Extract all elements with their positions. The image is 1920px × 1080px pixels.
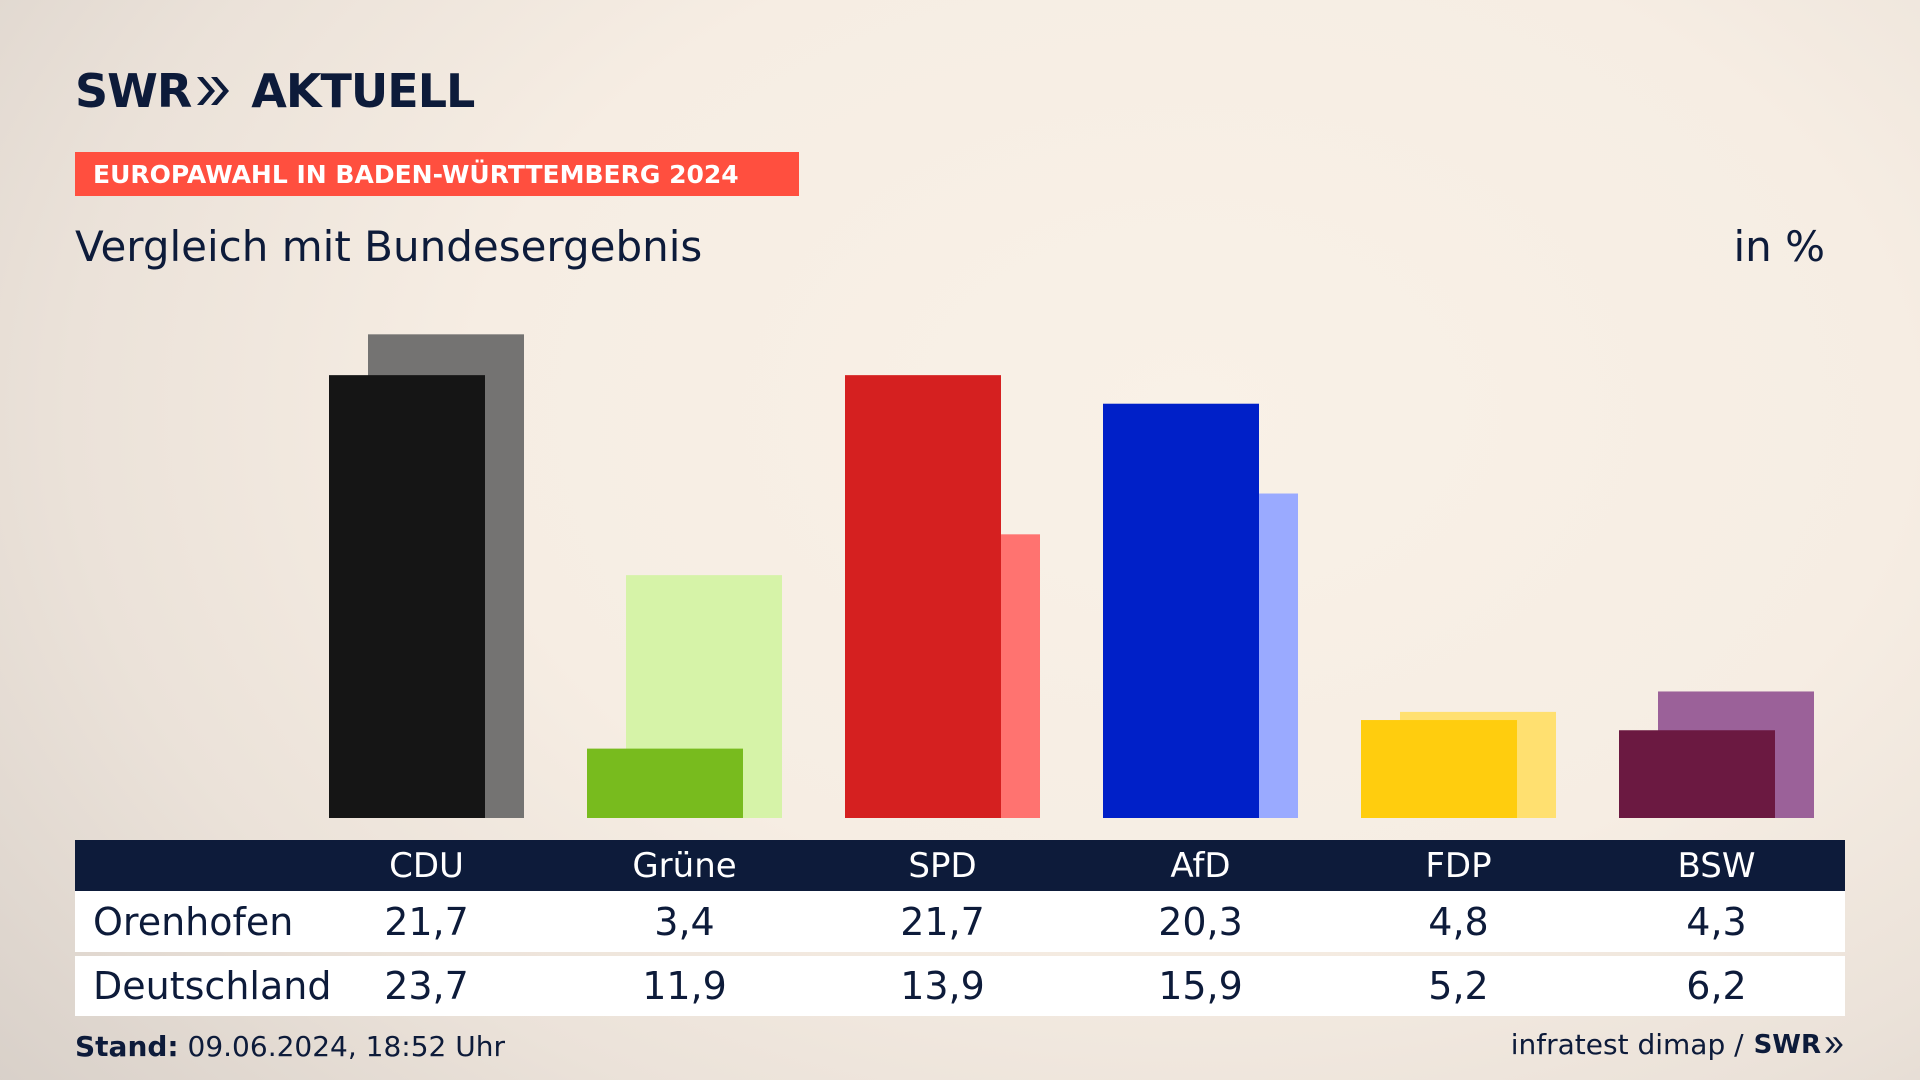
source-text: infratest dimap / [1510,1028,1744,1061]
table-row-orenhofen: Orenhofen 21,7 3,4 21,7 20,3 4,8 4,3 [75,891,1845,952]
column-header-cdu: CDU [389,845,464,886]
cell-orenhofen-spd: 21,7 [900,899,985,944]
timestamp: Stand: 09.06.2024, 18:52 Uhr [75,1030,505,1063]
cell-orenhofen-afd: 20,3 [1158,899,1243,944]
logo-aktuell-text: AKTUELL [251,64,475,118]
stand-label: Stand: [75,1030,179,1063]
table-header: CDU Grüne SPD AfD FDP BSW [75,840,1845,891]
column-header-fdp: FDP [1425,845,1492,886]
chart-subtitle: Vergleich mit Bundesergebnis [75,222,703,271]
bar-orenhofen-grüne [587,748,743,818]
swr-aktuell-logo: SWR AKTUELL [75,64,475,118]
table-row-deutschland: Deutschland 23,7 11,9 13,9 15,9 5,2 6,2 [75,956,1845,1016]
swr-mini-logo: SWR [1754,1030,1845,1060]
column-header-afd: AfD [1170,845,1231,886]
bar-orenhofen-afd [1103,403,1259,818]
cell-orenhofen-fdp: 4,8 [1428,899,1489,944]
cell-deutschland-fdp: 5,2 [1428,964,1489,1008]
bar-orenhofen-bsw [1619,730,1775,818]
cell-deutschland-spd: 13,9 [900,964,985,1008]
logo-swr-text: SWR [75,64,192,118]
unit-label: in % [1733,222,1825,271]
swr-mini-text: SWR [1753,1029,1821,1060]
results-table: CDU Grüne SPD AfD FDP BSW Orenhofen 21,7 3,4 21… [75,840,1845,1016]
cell-orenhofen-cdu: 21,7 [384,899,469,944]
source-credit: infratest dimap / SWR [1511,1028,1845,1061]
column-header-grüne: Grüne [632,845,737,886]
row-label-deutschland: Deutschland [93,964,332,1008]
cell-orenhofen-grüne: 3,4 [654,899,715,944]
cell-deutschland-afd: 15,9 [1158,964,1243,1008]
stand-value: 09.06.2024, 18:52 Uhr [187,1030,505,1063]
bar-orenhofen-fdp [1361,720,1517,818]
cell-deutschland-cdu: 23,7 [384,964,469,1008]
column-header-spd: SPD [908,845,977,886]
double-chevron-icon [1825,1036,1843,1053]
bar-orenhofen-cdu [329,375,485,818]
double-chevron-icon [197,77,230,105]
election-badge: EUROPAWAHL IN BADEN-WÜRTTEMBERG 2024 [75,152,799,196]
column-header-bsw: BSW [1677,845,1756,886]
cell-deutschland-bsw: 6,2 [1686,964,1747,1008]
bar-chart [329,334,1814,818]
cell-deutschland-grüne: 11,9 [642,964,727,1008]
cell-orenhofen-bsw: 4,3 [1686,899,1747,944]
row-label-orenhofen: Orenhofen [93,899,294,944]
bar-orenhofen-spd [845,375,1001,818]
